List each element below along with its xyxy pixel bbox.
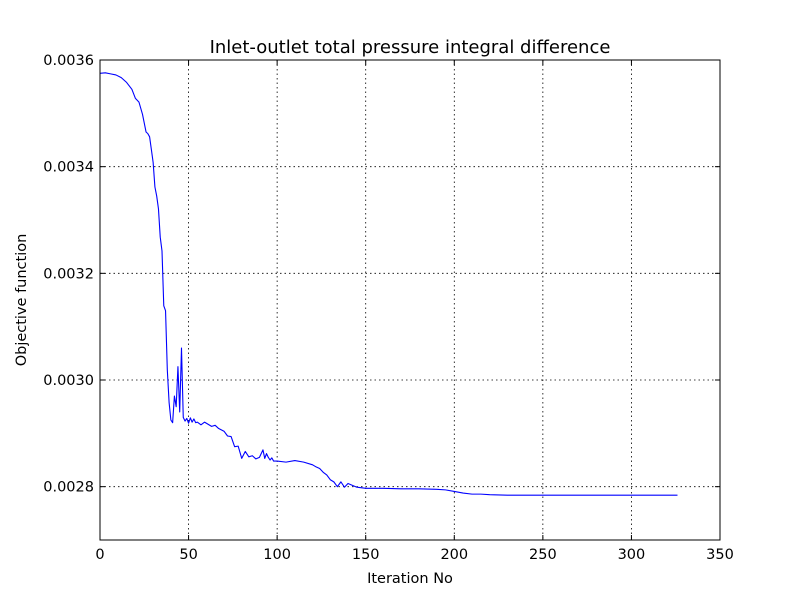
series-layer xyxy=(99,72,678,496)
x-tick-label: 50 xyxy=(179,547,197,563)
x-tick-label: 0 xyxy=(95,547,104,563)
y-tick-labels: 0.0028 0.0030 0.0032 0.0034 0.0036 xyxy=(43,53,94,496)
y-tick-label: 0.0028 xyxy=(43,480,94,496)
y-tick-label: 0.0034 xyxy=(43,160,94,176)
y-tick-label: 0.0032 xyxy=(43,266,94,282)
x-tick-label: 250 xyxy=(529,547,557,563)
objective-function-line xyxy=(99,72,678,496)
y-tick-label: 0.0036 xyxy=(43,53,94,69)
x-axis-label: Iteration No xyxy=(367,571,453,587)
plot-frame xyxy=(99,59,721,541)
x-tick-label: 150 xyxy=(352,547,380,563)
tick-marks xyxy=(99,59,721,540)
x-tick-label: 200 xyxy=(440,547,468,563)
x-tick-label: 300 xyxy=(618,547,646,563)
x-tick-label: 350 xyxy=(706,547,734,563)
y-axis-label: Objective function xyxy=(14,234,30,367)
x-tick-labels: 0 50 100 150 200 250 300 350 xyxy=(95,547,733,563)
x-tick-label: 100 xyxy=(263,547,291,563)
chart-title: Inlet-outlet total pressure integral dif… xyxy=(210,37,611,58)
grid-lines xyxy=(100,60,720,540)
y-tick-label: 0.0030 xyxy=(43,373,94,389)
